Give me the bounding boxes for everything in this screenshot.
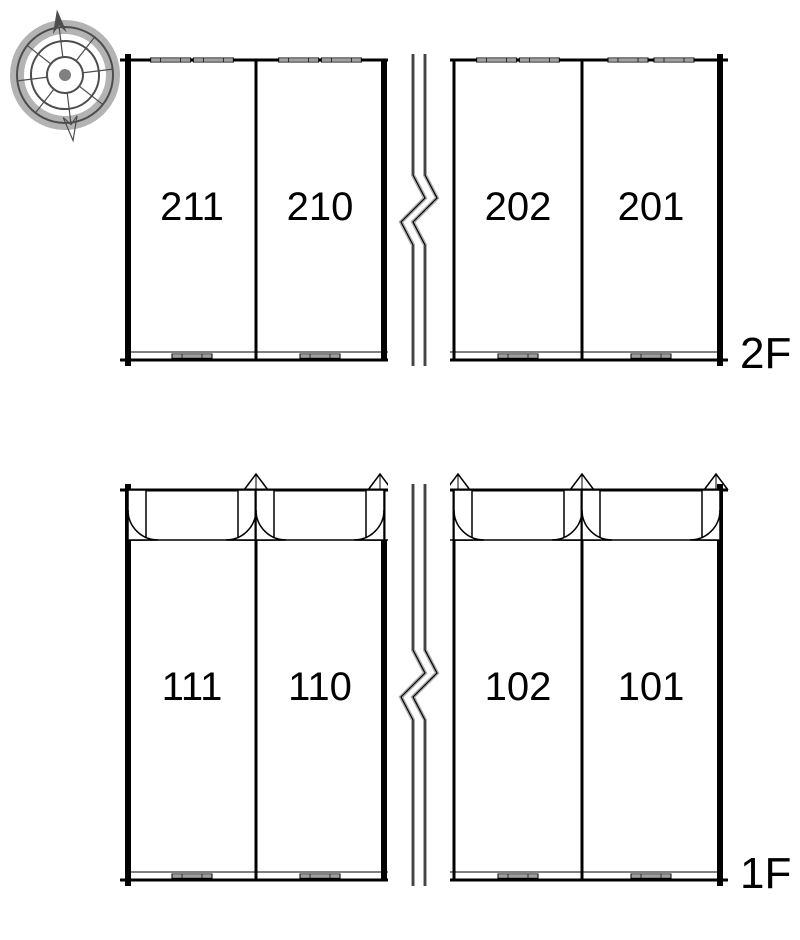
unit-label-211: 211 bbox=[160, 185, 224, 229]
floor-label-1F: 1F bbox=[740, 849, 791, 898]
unit-label-210: 210 bbox=[287, 185, 354, 229]
unit-label-110: 110 bbox=[288, 665, 352, 709]
floor-label-2F: 2F bbox=[740, 329, 791, 378]
unit-label-111: 111 bbox=[162, 665, 223, 709]
unit-label-201: 201 bbox=[618, 185, 685, 229]
unit-label-202: 202 bbox=[485, 185, 552, 229]
floor-2F: 211 210 202 201 2F bbox=[120, 52, 791, 378]
unit-label-101: 101 bbox=[618, 665, 685, 709]
floor-1F: 111 110 102 101 1F bbox=[120, 474, 791, 898]
compass-icon bbox=[9, 4, 120, 147]
unit-label-102: 102 bbox=[485, 665, 552, 709]
